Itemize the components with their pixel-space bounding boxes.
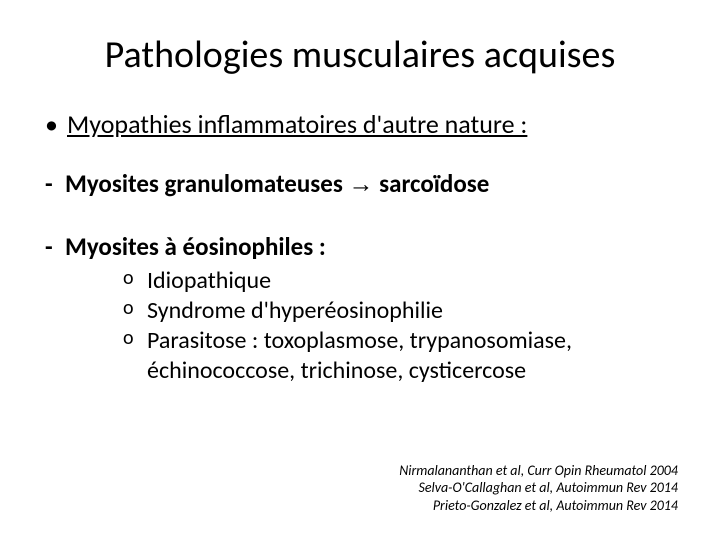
sub-list: Idiopathique Syndrome d'hyperéosinophili… — [123, 266, 675, 386]
item2-label: Myosites à éosinophiles : — [65, 231, 326, 262]
references: Nirmalananthan et al, Curr Opin Rheumato… — [399, 462, 678, 515]
ref-1: Nirmalananthan et al, Curr Opin Rheumato… — [399, 462, 678, 480]
slide-title: Pathologies musculaires acquises — [45, 32, 675, 78]
ref-2: Selva-O'Callaghan et al, Autoimmun Rev 2… — [399, 479, 678, 497]
ref-3: Prieto-Gonzalez et al, Autoimmun Rev 201… — [399, 497, 678, 515]
list-item-eosinophiles: Myosites à éosinophiles : Idiopathique S… — [45, 231, 675, 386]
item1-post: sarcoïdose — [373, 168, 489, 199]
sub-item-parasitose: Parasitose : toxoplasmose, trypanosomias… — [123, 326, 675, 386]
item1-pre: Myosites granulomateuses — [65, 168, 348, 199]
section-heading: Myopathies inflammatoires d'autre nature… — [45, 108, 675, 140]
list-item-granulomateuses: Myosites granulomateuses → sarcoïdose — [45, 168, 675, 199]
sub-item-syndrome: Syndrome d'hyperéosinophilie — [123, 296, 675, 326]
arrow-icon: → — [348, 170, 373, 198]
slide-container: Pathologies musculaires acquises Myopath… — [0, 0, 720, 540]
sub-item-idiopathique: Idiopathique — [123, 266, 675, 296]
